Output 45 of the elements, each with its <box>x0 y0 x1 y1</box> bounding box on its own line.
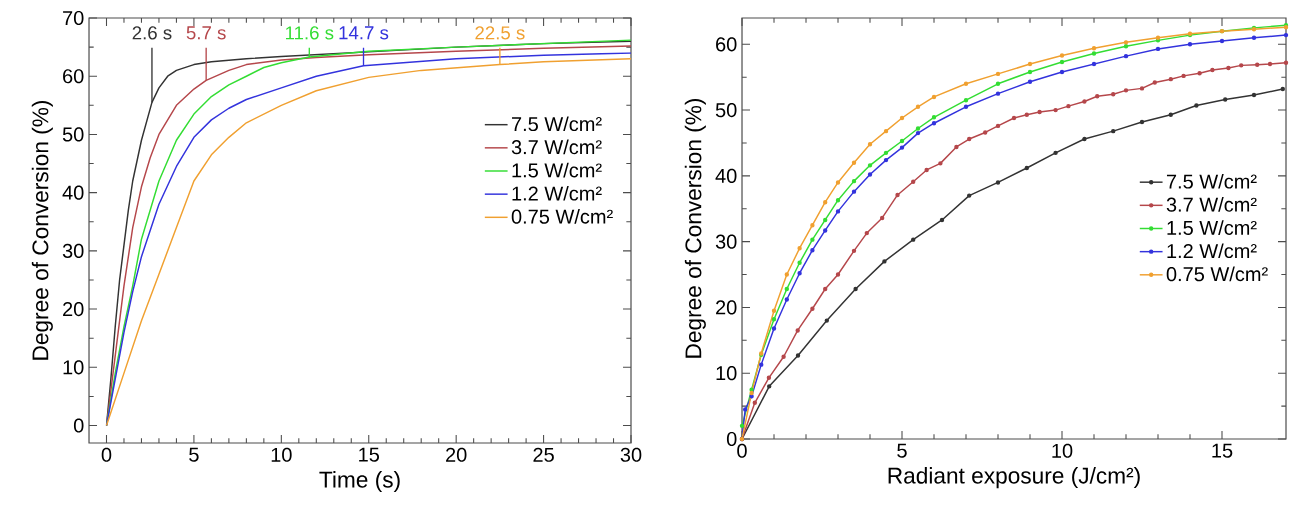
legend-label: 7.5 W/cm² <box>512 116 602 132</box>
x-axis-title: Time (s) <box>319 471 400 493</box>
y-tick-label: 0 <box>726 431 737 447</box>
annotation: 11.6 s <box>286 26 334 40</box>
legend-label: 3.7 W/cm² <box>1166 197 1257 212</box>
x-tick-label: 0 <box>737 443 747 458</box>
x-tick-label: 0 <box>101 447 112 462</box>
legend-label: 1.2 W/cm² <box>1167 243 1257 259</box>
x-axis-title: Radiant exposure (J/cm²) <box>888 467 1140 489</box>
x-tick-label: 25 <box>533 447 554 462</box>
y-tick-label: 10 <box>716 366 737 381</box>
y-tick-label: 60 <box>716 37 737 52</box>
legend-label: 1.5 W/cm² <box>512 162 602 178</box>
y-tick-label: 50 <box>715 103 737 118</box>
legend-label: 7.5 W/cm² <box>1166 173 1257 189</box>
y-tick-label: 60 <box>63 69 84 84</box>
x-tick-label: 5 <box>897 443 907 458</box>
x-tick-label: 15 <box>359 447 380 462</box>
x-tick-label: 5 <box>189 447 199 462</box>
y-tick-label: 20 <box>716 300 737 315</box>
x-tick-label: 10 <box>271 447 292 462</box>
annotation: 22.5 s <box>475 26 525 40</box>
x-tick-label: 10 <box>1052 443 1073 458</box>
annotation: 5.7 s <box>186 26 226 40</box>
x-tick-label: 20 <box>446 447 467 462</box>
x-tick-label: 30 <box>620 447 642 462</box>
legend-label: 0.75 W/cm² <box>1166 266 1268 282</box>
annotation: 14.7 s <box>339 26 389 40</box>
y-axis-title: Degree of Conversion (%) <box>31 100 53 360</box>
y-tick-label: 20 <box>63 302 84 317</box>
y-tick-label: 50 <box>62 127 84 142</box>
y-tick-label: 10 <box>63 360 84 375</box>
legend-label: 1.2 W/cm² <box>512 185 602 201</box>
legend-label: 0.75 W/cm² <box>511 209 613 224</box>
annotation: 2.6 s <box>132 26 172 40</box>
y-tick-label: 30 <box>715 234 737 249</box>
legend-label: 3.7 W/cm² <box>511 139 602 155</box>
legend-label: 1.5 W/cm² <box>1167 220 1257 235</box>
x-tick-label: 15 <box>1212 443 1233 458</box>
y-axis-title: Degree of Conversion (%) <box>684 98 706 358</box>
y-tick-label: 0 <box>73 418 84 433</box>
y-tick-label: 70 <box>63 10 84 26</box>
y-tick-label: 30 <box>62 243 84 258</box>
y-tick-label: 40 <box>62 185 84 200</box>
y-tick-label: 40 <box>715 168 737 183</box>
